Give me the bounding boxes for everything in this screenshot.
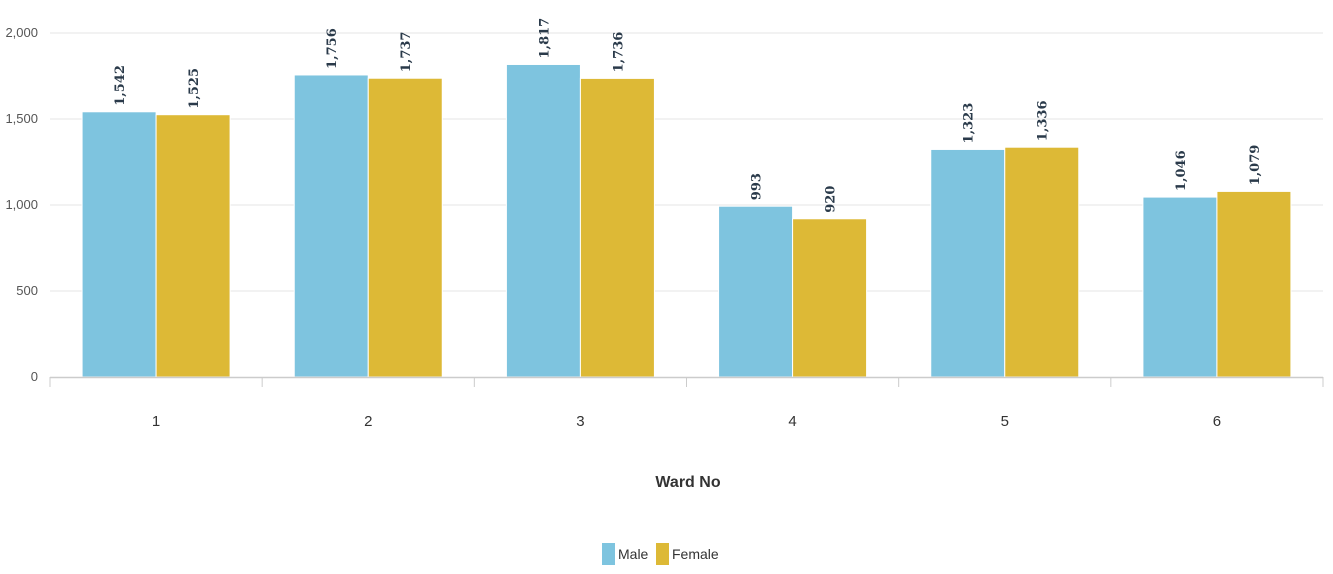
legend-item-female[interactable]: Female: [656, 543, 719, 565]
bar-female[interactable]: [792, 218, 868, 378]
bar-male[interactable]: [930, 148, 1006, 378]
y-tick-label: 2,000: [5, 25, 38, 40]
data-label: 1,336: [1036, 100, 1051, 141]
data-label: 1,525: [187, 68, 202, 109]
bar-female[interactable]: [367, 77, 443, 378]
bar-female[interactable]: [1216, 190, 1292, 378]
y-tick-label: 1,500: [5, 111, 38, 126]
y-tick-label: 500: [16, 283, 38, 298]
legend-swatch: [656, 543, 669, 565]
y-tick-label: 1,000: [5, 197, 38, 212]
bars: [81, 63, 1292, 378]
gridlines: [50, 32, 1323, 292]
legend[interactable]: Male Female: [602, 543, 719, 565]
y-tick-label: 0: [31, 369, 38, 384]
x-tick-label: 3: [576, 413, 584, 430]
bar-male[interactable]: [718, 205, 794, 378]
data-label: 1,737: [399, 32, 414, 73]
legend-label: Female: [672, 546, 719, 562]
legend-item-male[interactable]: Male: [602, 543, 649, 565]
bar-male[interactable]: [1142, 196, 1218, 378]
bar-female[interactable]: [1004, 146, 1080, 378]
data-label: 1,756: [325, 28, 340, 69]
data-labels: 1,542 1,756 1,817 993 1,323 1,046 1,525 1,737 1,…: [113, 18, 1263, 213]
x-tick-label: 2: [364, 413, 372, 430]
x-axis-title: Ward No: [655, 474, 720, 491]
data-label: 1,542: [113, 65, 128, 106]
data-label: 1,046: [1174, 150, 1189, 191]
axes: 0 500 1,000 1,500 2,000 1 2 3 4 5 6: [5, 25, 1324, 430]
legend-swatch: [602, 543, 615, 565]
data-label: 1,323: [962, 103, 977, 144]
x-tick-label: 5: [1001, 413, 1009, 430]
bar-male[interactable]: [293, 74, 369, 378]
data-label: 1,817: [537, 18, 552, 59]
bar-male[interactable]: [505, 63, 581, 378]
x-tick-label: 6: [1213, 413, 1221, 430]
x-tick-label: 4: [788, 413, 796, 430]
data-label: 1,736: [611, 32, 626, 73]
data-label: 993: [750, 173, 765, 200]
bar-female[interactable]: [155, 114, 231, 378]
legend-label: Male: [618, 546, 649, 562]
data-label: 920: [824, 186, 839, 213]
bar-male[interactable]: [81, 111, 157, 378]
data-label: 1,079: [1248, 145, 1263, 186]
bar-female[interactable]: [579, 77, 655, 378]
x-tick-label: 1: [152, 413, 160, 430]
